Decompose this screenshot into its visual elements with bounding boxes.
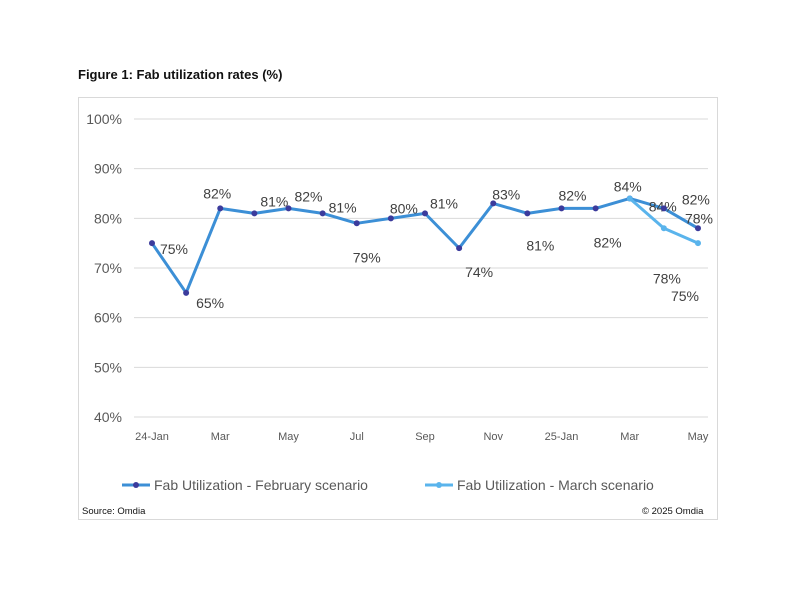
data-point bbox=[660, 205, 667, 212]
chart-title: Figure 1: Fab utilization rates (%) bbox=[78, 67, 283, 82]
data-point bbox=[456, 245, 463, 252]
x-tick-label: Sep bbox=[415, 431, 435, 443]
x-tick-label: 25-Jan bbox=[545, 431, 579, 443]
data-label: 81% bbox=[260, 193, 288, 209]
data-label: 65% bbox=[196, 295, 224, 311]
data-label: 81% bbox=[430, 195, 458, 211]
legend-entry: Fab Utilization - February scenario bbox=[154, 477, 368, 493]
legend-marker-icon bbox=[133, 482, 139, 488]
x-tick-label: May bbox=[278, 431, 299, 443]
source-note: Source: Omdia bbox=[82, 506, 146, 517]
data-point bbox=[626, 195, 633, 202]
y-tick-label: 40% bbox=[94, 409, 122, 425]
data-point bbox=[285, 205, 292, 212]
y-tick-label: 60% bbox=[94, 310, 122, 326]
copyright-note: © 2025 Omdia bbox=[642, 506, 704, 517]
chart-frame bbox=[78, 97, 718, 520]
data-point bbox=[558, 205, 565, 212]
data-point bbox=[592, 205, 599, 212]
data-label: 82% bbox=[682, 191, 710, 207]
x-tick-label: 24-Jan bbox=[135, 431, 169, 443]
data-point bbox=[490, 200, 497, 207]
data-label: 78% bbox=[653, 270, 681, 286]
data-point bbox=[251, 210, 258, 217]
data-label: 78% bbox=[685, 210, 713, 226]
data-point bbox=[660, 225, 667, 232]
legend-entry: Fab Utilization - March scenario bbox=[457, 477, 654, 493]
x-tick-label: Mar bbox=[211, 431, 230, 443]
data-point bbox=[524, 210, 531, 217]
data-label: 84% bbox=[614, 178, 642, 194]
data-label: 81% bbox=[526, 237, 554, 253]
data-label: 82% bbox=[203, 185, 231, 201]
data-label: 82% bbox=[294, 188, 322, 204]
y-tick-label: 50% bbox=[94, 359, 122, 375]
data-point bbox=[353, 220, 360, 227]
data-point bbox=[319, 210, 326, 217]
data-point bbox=[183, 289, 190, 296]
data-label: 81% bbox=[329, 199, 357, 215]
data-label: 74% bbox=[465, 264, 493, 280]
data-label: 75% bbox=[671, 288, 699, 304]
y-tick-label: 100% bbox=[86, 111, 122, 127]
data-point bbox=[217, 205, 224, 212]
data-point bbox=[149, 240, 155, 247]
y-tick-label: 70% bbox=[94, 260, 122, 276]
x-tick-label: Jul bbox=[350, 431, 364, 443]
x-tick-label: May bbox=[688, 431, 709, 443]
y-tick-label: 80% bbox=[94, 210, 122, 226]
legend-marker-icon bbox=[436, 482, 442, 488]
data-label: 79% bbox=[353, 249, 381, 265]
x-tick-label: Mar bbox=[620, 431, 639, 443]
data-point bbox=[695, 240, 701, 247]
data-label: 83% bbox=[492, 186, 520, 202]
x-tick-label: Nov bbox=[483, 431, 503, 443]
data-label: 80% bbox=[390, 200, 418, 216]
data-point bbox=[387, 215, 394, 222]
data-point bbox=[695, 225, 701, 232]
data-label: 82% bbox=[558, 187, 586, 203]
data-label: 75% bbox=[160, 241, 188, 257]
data-point bbox=[422, 210, 428, 217]
y-tick-label: 90% bbox=[94, 161, 122, 177]
data-label: 82% bbox=[594, 234, 622, 250]
